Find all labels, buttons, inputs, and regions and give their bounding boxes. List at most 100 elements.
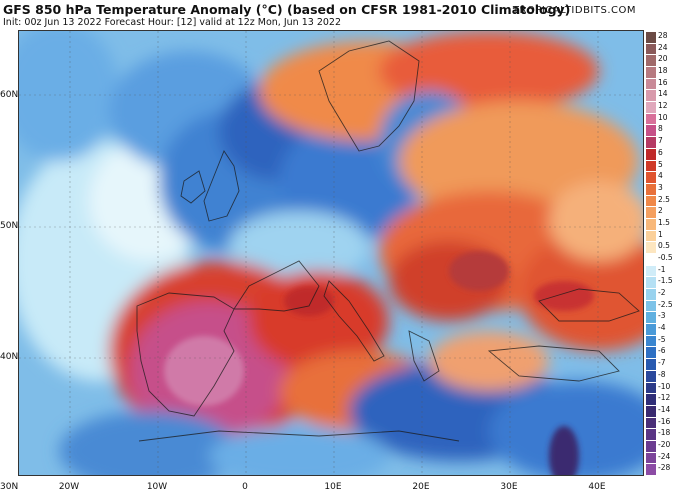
colorbar-entry: -7 [646, 358, 676, 371]
colorbar-legend: 28 24 20 18 16 14 12 10 8 7 6 5 4 3 2.5 2 1.5 1 0.5 -0.5 -1 -… [646, 31, 676, 476]
colorbar-label: -2 [658, 288, 666, 298]
colorbar-label: -1.5 [658, 276, 673, 286]
brand-watermark: TROPICALTIDBITS.COM [512, 5, 636, 16]
colorbar-entry: 6 [646, 147, 676, 161]
colorbar-label: 8 [658, 124, 663, 134]
colorbar-entry: 2 [646, 206, 676, 219]
colorbar-entry: 0.5 [646, 241, 676, 254]
colorbar-entry: -28 [646, 463, 676, 476]
colorbar-label: 10 [658, 112, 668, 122]
colorbar-label: -18 [658, 428, 671, 438]
colorbar-entry: -1 [646, 264, 676, 278]
colorbar-entry: -2 [646, 288, 676, 301]
colorbar-entry: 10 [646, 112, 676, 126]
colorbar-entry: 3 [646, 182, 676, 196]
lon-label-0: 0 [242, 482, 248, 492]
forecast-info: Init: 00z Jun 13 2022 Forecast Hour: [12… [3, 17, 341, 28]
colorbar-swatch [646, 265, 656, 278]
colorbar-label: 12 [658, 101, 668, 111]
colorbar-entry: -24 [646, 452, 676, 465]
colorbar-label: 3 [658, 182, 663, 192]
colorbar-entry: 8 [646, 124, 676, 138]
lon-label-20e: 20E [412, 482, 430, 492]
anomaly-map [18, 30, 644, 476]
colorbar-swatch [646, 359, 656, 371]
lat-label-50n: 50N [0, 221, 19, 231]
colorbar-entry: -14 [646, 405, 676, 418]
colorbar-label: 2 [658, 206, 663, 216]
colorbar-entry: 2.5 [646, 195, 676, 208]
lat-label-40n: 40N [0, 352, 19, 362]
colorbar-swatch [646, 183, 656, 196]
colorbar-label: 24 [658, 42, 668, 52]
colorbar-label: -1 [658, 264, 666, 274]
colorbar-swatch [646, 32, 656, 44]
colorbar-entry: -0.5 [646, 253, 676, 266]
colorbar-label: -8 [658, 369, 666, 379]
colorbar-swatch [646, 172, 656, 184]
colorbar-entry: -12 [646, 393, 676, 406]
colorbar-entry: -1.5 [646, 276, 676, 290]
colorbar-swatch [646, 125, 656, 138]
lat-label-60n: 60N [0, 90, 19, 100]
colorbar-label: 0.5 [658, 241, 670, 251]
colorbar-swatch [646, 324, 656, 336]
colorbar-entry: -8 [646, 369, 676, 383]
colorbar-entry: -10 [646, 381, 676, 395]
colorbar-entry: -18 [646, 428, 676, 441]
colorbar-swatch [646, 207, 656, 219]
colorbar-swatch [646, 254, 656, 266]
colorbar-swatch [646, 405, 656, 418]
colorbar-swatch [646, 300, 656, 313]
colorbar-label: 6 [658, 147, 663, 157]
colorbar-swatch [646, 78, 656, 91]
colorbar-label: 18 [658, 66, 668, 76]
colorbar-label: -3 [658, 311, 666, 321]
colorbar-swatch [646, 289, 656, 301]
colorbar-label: -20 [658, 439, 671, 449]
colorbar-swatch [646, 160, 656, 173]
colorbar-entry: -3 [646, 311, 676, 325]
colorbar-label: -4 [658, 323, 666, 333]
colorbar-swatch [646, 440, 656, 453]
colorbar-swatch [646, 43, 656, 56]
colorbar-swatch [646, 55, 656, 68]
colorbar-swatch [646, 137, 656, 149]
colorbar-label: 1 [658, 229, 663, 239]
colorbar-swatch [646, 90, 656, 103]
lon-label-10w: 10W [146, 482, 168, 492]
colorbar-label: -12 [658, 393, 671, 403]
colorbar-swatch [646, 242, 656, 254]
colorbar-label: 1.5 [658, 217, 670, 227]
colorbar-entry: 24 [646, 42, 676, 56]
colorbar-entry: 5 [646, 160, 676, 173]
colorbar-entry: 1.5 [646, 217, 676, 231]
colorbar-label: -28 [658, 463, 671, 473]
colorbar-entry: 4 [646, 171, 676, 184]
colorbar-label: 4 [658, 171, 663, 181]
map-title: GFS 850 hPa Temperature Anomaly (°C) (ba… [3, 2, 571, 17]
colorbar-swatch [646, 230, 656, 243]
colorbar-swatch [646, 464, 656, 476]
colorbar-entry: 7 [646, 136, 676, 149]
colorbar-label: -16 [658, 416, 671, 426]
colorbar-label: -0.5 [658, 253, 673, 262]
colorbar-entry: -4 [646, 323, 676, 336]
colorbar-swatch [646, 417, 656, 430]
colorbar-entry: 1 [646, 229, 676, 243]
colorbar-label: 7 [658, 136, 663, 146]
colorbar-swatch [646, 382, 656, 395]
colorbar-entry: 20 [646, 54, 676, 68]
colorbar-entry: -20 [646, 439, 676, 453]
colorbar-label: 16 [658, 77, 668, 87]
colorbar-entry: -5 [646, 335, 676, 348]
lon-label-10e: 10E [324, 482, 342, 492]
colorbar-swatch [646, 102, 656, 114]
colorbar-entry: 18 [646, 66, 676, 79]
colorbar-label: -10 [658, 381, 671, 391]
colorbar-entry: 16 [646, 77, 676, 91]
colorbar-swatch [646, 452, 656, 465]
colorbar-entry: -6 [646, 346, 676, 360]
lon-label-40e: 40E [588, 482, 606, 492]
colorbar-entry: -2.5 [646, 300, 676, 313]
